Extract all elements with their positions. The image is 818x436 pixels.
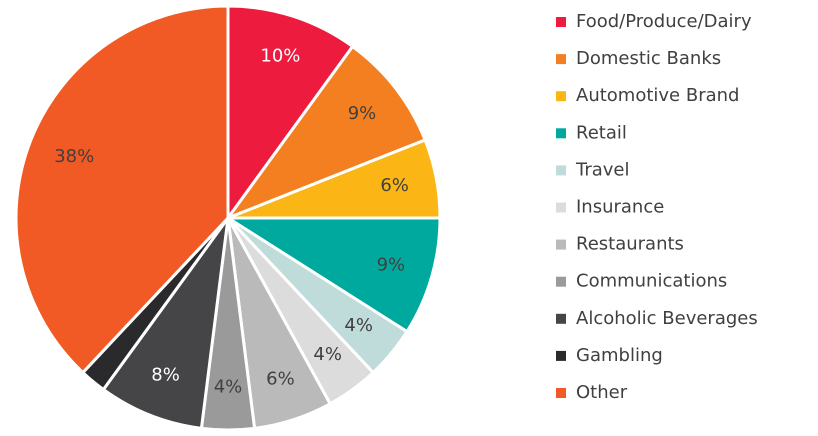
- pie-slice: [101, 217, 230, 431]
- legend-label: Retail: [576, 122, 627, 143]
- data-label: 6%: [380, 175, 409, 196]
- legend-label: Food/Produce/Dairy: [576, 11, 752, 32]
- data-label: 38%: [54, 146, 94, 167]
- pie-slice: [223, 44, 428, 222]
- legend-label: Gambling: [576, 345, 663, 366]
- legend-label: Restaurants: [576, 234, 684, 255]
- legend-label: Communications: [576, 271, 727, 292]
- data-label: 4%: [214, 377, 243, 398]
- legend-swatch: [556, 276, 566, 287]
- legend-swatch: [556, 202, 566, 213]
- data-label: 9%: [348, 103, 377, 124]
- legend-label: Other: [576, 382, 628, 403]
- pie-slice: [14, 4, 230, 375]
- legend-swatch: [556, 128, 566, 139]
- legend-label: Alcoholic Beverages: [576, 308, 758, 329]
- data-label: 10%: [260, 46, 300, 67]
- legend-swatch: [556, 313, 566, 324]
- legend-swatch: [556, 388, 566, 398]
- data-label: 4%: [344, 315, 373, 336]
- pie-slice: [222, 216, 442, 334]
- legend-swatch: [556, 165, 566, 176]
- legend-swatch: [556, 54, 566, 65]
- legend-label: Insurance: [576, 197, 664, 218]
- pie-slice: [226, 4, 355, 223]
- legend-swatch: [556, 17, 566, 27]
- data-label: 8%: [151, 365, 180, 386]
- legend-swatch: [556, 239, 566, 250]
- legend-swatch: [556, 350, 566, 361]
- data-label: 9%: [377, 254, 406, 275]
- data-label: 4%: [313, 344, 342, 365]
- legend-label: Automotive Brand: [576, 85, 739, 106]
- legend-swatch: [556, 91, 566, 102]
- legend-label: Domestic Banks: [576, 48, 721, 69]
- data-label: 6%: [266, 368, 295, 389]
- legend-label: Travel: [575, 159, 630, 180]
